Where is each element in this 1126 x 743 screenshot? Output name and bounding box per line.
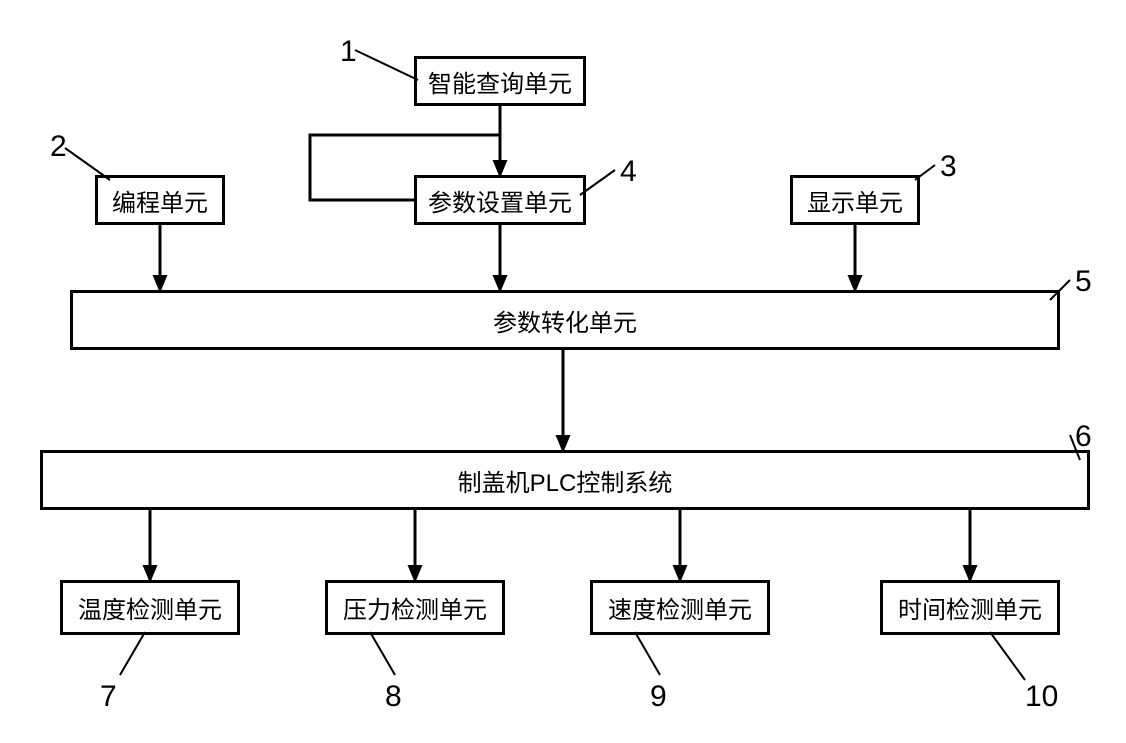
node-param-convert: 参数转化单元 [70, 290, 1060, 350]
node-pressure-detect: 压力检测单元 [325, 580, 505, 635]
label-4: 4 [620, 155, 637, 189]
label-7: 7 [100, 680, 117, 714]
node-plc-control: 制盖机PLC控制系统 [40, 450, 1090, 510]
label-8: 8 [385, 680, 402, 714]
node-param-set: 参数设置单元 [414, 175, 586, 225]
node-time-detect: 时间检测单元 [880, 580, 1060, 635]
node-temp-detect: 温度检测单元 [60, 580, 240, 635]
label-6: 6 [1075, 420, 1092, 454]
node-smart-query: 智能查询单元 [414, 56, 586, 106]
node-display: 显示单元 [790, 175, 920, 225]
node-speed-detect: 速度检测单元 [590, 580, 770, 635]
label-9: 9 [650, 680, 667, 714]
node-programming: 编程单元 [95, 175, 225, 225]
label-3: 3 [940, 150, 957, 184]
label-10: 10 [1025, 680, 1058, 714]
label-5: 5 [1075, 265, 1092, 299]
label-1: 1 [340, 35, 357, 69]
label-2: 2 [50, 130, 67, 164]
